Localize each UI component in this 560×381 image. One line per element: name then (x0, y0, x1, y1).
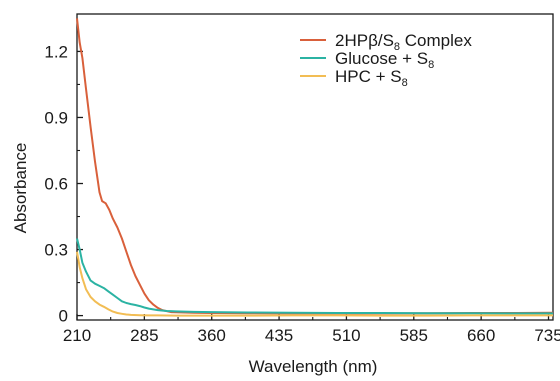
x-tick-label: 735 (534, 326, 560, 345)
y-tick-label: 0 (59, 307, 68, 326)
y-tick-label: 0.3 (44, 241, 68, 260)
legend-label-subscript: 8 (428, 59, 434, 71)
x-axis-ticks: 210 285 360 435 510 585 660 735 (63, 314, 560, 345)
y-axis-ticks: 0 0.3 0.6 0.9 1.2 (44, 42, 83, 326)
legend-label: HPC + S8 (335, 67, 408, 89)
y-tick-label: 0.6 (44, 175, 68, 194)
series-line-2 (76, 251, 553, 317)
legend-label-main: 2HPβ/S (335, 31, 394, 50)
x-tick-label: 585 (400, 326, 428, 345)
x-tick-label: 435 (265, 326, 293, 345)
x-tick-label: 210 (63, 326, 91, 345)
y-axis-title: Absorbance (11, 143, 30, 234)
plot-frame (76, 13, 554, 321)
legend-label: Glucose + S8 (335, 49, 434, 71)
x-tick-label: 660 (467, 326, 495, 345)
x-tick-label: 285 (130, 326, 158, 345)
series-line-1 (76, 238, 553, 315)
x-axis-title: Wavelength (nm) (249, 357, 378, 376)
x-tick-label: 360 (198, 326, 226, 345)
y-tick-label: 0.9 (44, 108, 68, 127)
legend-label: 2HPβ/S8 Complex (335, 31, 472, 53)
x-tick-label: 510 (332, 326, 360, 345)
legend-label-subscript: 8 (402, 77, 408, 89)
series-line-0 (76, 18, 554, 315)
legend-label-tail: Complex (400, 31, 472, 50)
y-tick-label: 1.2 (44, 42, 68, 61)
series-lines (76, 18, 554, 317)
plot-border (76, 13, 554, 321)
legend-label-subscript: 8 (394, 41, 400, 53)
legend-label-main: HPC + S (335, 67, 402, 86)
legend-label-main: Glucose + S (335, 49, 428, 68)
